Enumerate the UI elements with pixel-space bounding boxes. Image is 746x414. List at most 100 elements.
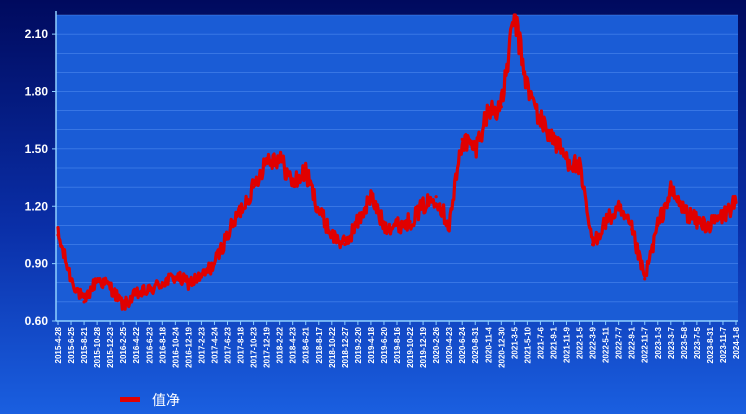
data-point [121,304,125,308]
data-point [108,284,112,289]
data-point [656,223,660,227]
data-point [473,147,477,151]
x-tick-label: 2016-2-25 [119,326,128,363]
data-point [291,181,295,185]
x-tick-label: 2015-12-23 [106,326,115,367]
data-point [95,277,99,281]
data-point [69,277,73,281]
data-point [525,86,529,90]
x-tick-label: 2016-4-22 [132,326,141,363]
data-point [643,277,647,281]
data-point [564,156,569,161]
data-point [577,166,582,170]
data-point [343,242,347,247]
data-point [199,275,204,279]
data-point [408,219,412,224]
data-point [708,223,712,227]
x-tick-label: 2020-4-23 [445,326,454,363]
x-tick-label: 2023-7-5 [693,326,702,359]
x-tick-label: 2015-8-21 [80,326,89,363]
x-axis: 2015-4-28 2015-6-25 2015-8-21 2015-10-28 201… [54,320,741,368]
legend-swatch [120,397,140,402]
x-tick-label: 2020-6-24 [458,326,467,363]
x-tick-label: 2022-5-11 [602,326,611,363]
data-point [82,300,86,304]
data-point [147,288,151,292]
x-tick-label: 2022-1-5 [576,326,585,359]
x-tick-label: 2019-2-20 [354,326,363,363]
x-tick-label: 2019-10-22 [406,326,415,367]
x-tick-label: 2017-12-19 [263,326,272,367]
x-tick-label: 2018-8-17 [315,326,324,363]
x-tick-label: 2015-4-28 [54,326,63,363]
x-tick-label: 2023-1-3 [654,326,663,359]
x-tick-label: 2018-12-27 [341,326,350,367]
data-point [434,195,438,199]
y-tick-label: 0.60 [25,314,49,328]
x-tick-label: 2022-3-9 [589,326,598,359]
x-tick-label: 2021-7-6 [536,326,545,359]
data-point [251,185,256,189]
x-tick-label: 2015-6-25 [67,326,76,363]
x-tick-label: 2021-5-10 [523,326,532,363]
x-tick-label: 2020-2-26 [432,326,441,363]
x-tick-label: 2018-2-22 [276,326,285,363]
x-tick-label: 2022-11-7 [641,326,650,363]
data-point [134,292,138,296]
data-point [499,105,503,109]
legend: 值净 [120,393,180,409]
y-tick-label: 2.10 [25,27,49,41]
data-point [590,242,595,247]
data-point [447,223,451,227]
x-tick-label: 2017-2-23 [197,326,206,363]
x-tick-label: 2020-12-30 [497,326,506,367]
x-tick-label: 2023-8-31 [706,326,715,363]
y-axis: 0.60 0.90 1.20 1.50 1.80 2.10 [25,11,57,328]
data-point [669,189,673,193]
data-point [317,208,321,212]
data-point [486,109,490,113]
legend-label: 值净 [152,393,180,409]
data-point [369,195,373,199]
y-tick-label: 1.80 [25,85,49,99]
data-point [278,156,282,161]
data-point [617,208,621,212]
x-tick-label: 2023-3-7 [667,326,676,359]
data-point [225,233,230,237]
x-tick-label: 2016-6-23 [145,326,154,363]
x-tick-label: 2020-8-31 [471,326,480,363]
data-point [330,233,334,237]
x-tick-label: 2016-10-24 [171,326,180,367]
x-tick-label: 2019-8-16 [393,326,402,363]
series-layer [56,13,738,311]
data-point [604,219,608,224]
x-tick-label: 2018-4-23 [289,326,298,363]
data-point [395,223,399,227]
x-tick-label: 2017-4-24 [210,326,219,363]
x-tick-label: 2019-4-18 [367,326,376,363]
data-point [460,137,464,141]
x-tick-label: 2018-6-21 [302,326,311,363]
y-tick-label: 1.50 [25,142,49,156]
data-point [356,219,360,224]
x-tick-label: 2021-9-1 [549,326,558,359]
x-tick-label: 2016-12-19 [184,326,193,367]
data-point [695,219,699,224]
data-point [682,208,686,212]
data-point [186,281,190,285]
x-tick-label: 2015-10-28 [93,326,102,367]
x-tick-label: 2023-11-7 [719,326,728,363]
x-tick-label: 2017-6-23 [224,326,233,363]
data-point [551,137,556,141]
data-point [734,200,738,205]
x-tick-label: 2019-6-20 [380,326,389,363]
x-tick-label: 2016-8-18 [158,326,167,363]
data-point [630,227,634,231]
data-point [160,281,164,285]
x-tick-label: 2022-7-7 [615,326,624,359]
x-tick-label: 2023-5-8 [680,326,689,359]
data-point [721,214,725,218]
y-tick-label: 0.90 [25,257,49,271]
data-point [421,204,425,208]
